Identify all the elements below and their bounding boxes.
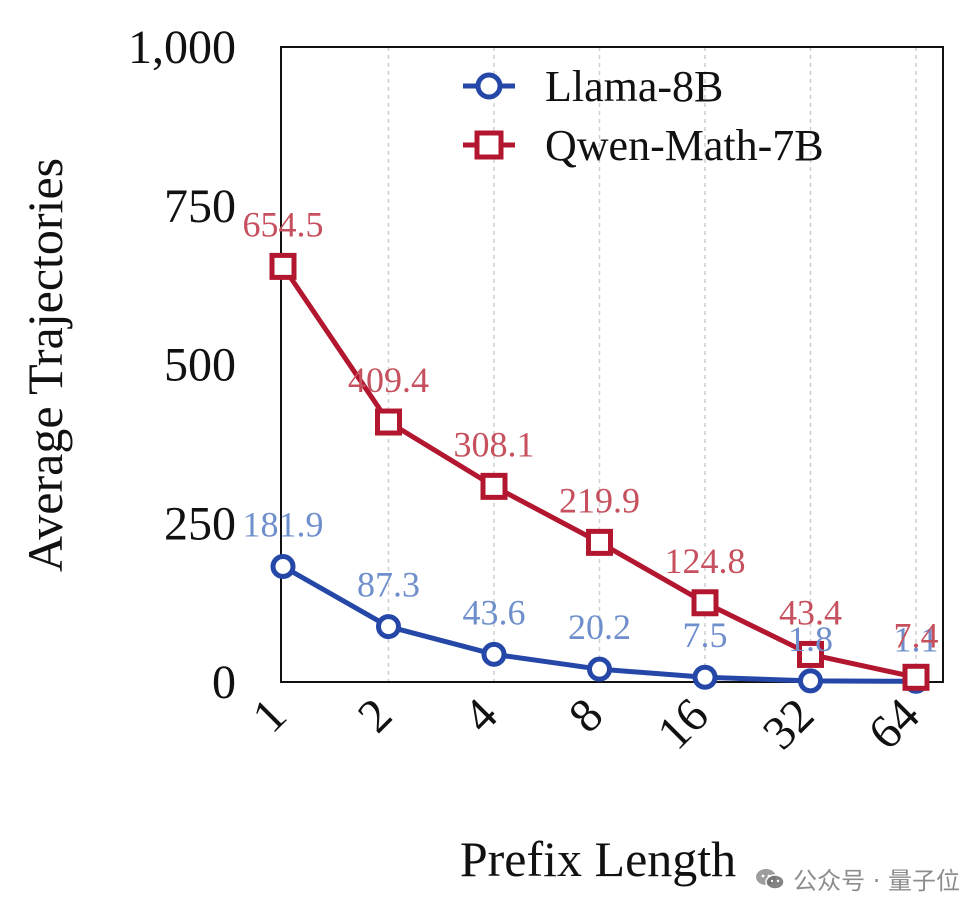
y-tick-label: 250 (164, 497, 236, 550)
data-point-qwen (902, 663, 930, 691)
x-tick-label: 8 (559, 688, 613, 742)
data-label-qwen: 409.4 (348, 360, 429, 400)
data-point-llama (587, 656, 612, 682)
data-point-llama (692, 664, 718, 690)
data-point-llama (798, 668, 823, 694)
y-axis-title: Average Trajectories (17, 158, 73, 572)
x-tick-label: 32 (753, 688, 824, 759)
x-tick-label: 2 (348, 688, 402, 742)
data-label-qwen: 43.4 (779, 592, 842, 632)
data-label-llama: 1.8 (788, 619, 833, 659)
x-axis-ticks: 1 2 4 8 16 32 64 (242, 688, 929, 759)
y-tick-label: 1,000 (128, 21, 236, 74)
series-layer (269, 252, 930, 694)
data-labels: 181.9 87.3 43.6 20.2 7.5 1.8 1.1 654.5 409.4 308.… (243, 204, 939, 659)
x-tick-label: 4 (453, 688, 507, 742)
data-label-qwen: 7.4 (894, 615, 939, 655)
data-point-qwen (797, 640, 824, 668)
data-label-llama: 7.5 (683, 615, 728, 655)
legend: Llama-8B Qwen-Math-7B (463, 62, 824, 170)
x-tick-label: 1 (242, 688, 296, 742)
data-point-qwen (269, 252, 297, 280)
wechat-icon (756, 868, 785, 890)
x-tick-label: 16 (647, 688, 718, 759)
legend-label-llama: Llama-8B (545, 62, 723, 111)
data-label-qwen: 219.9 (559, 480, 640, 520)
legend-marker-llama (475, 72, 503, 100)
data-point-llama (376, 614, 401, 640)
data-label-llama: 87.3 (357, 565, 420, 605)
data-label-llama: 181.9 (243, 504, 324, 544)
watermark-text: 公众号 · 量子位 (793, 867, 960, 895)
y-tick-label: 0 (212, 656, 236, 709)
y-tick-label: 750 (164, 180, 236, 233)
plot-frame (280, 46, 944, 683)
y-tick-label: 500 (164, 339, 236, 392)
data-point-qwen (586, 528, 613, 556)
data-label-qwen: 124.8 (665, 541, 746, 581)
data-point-llama (481, 641, 507, 667)
data-label-qwen: 654.5 (243, 204, 324, 244)
data-label-llama: 1.1 (894, 619, 939, 659)
legend-marker-qwen (474, 130, 504, 160)
data-label-llama: 20.2 (568, 607, 631, 647)
x-tick-label: 64 (858, 688, 929, 759)
data-label-llama: 43.6 (463, 592, 526, 632)
x-axis-title: Prefix Length (460, 831, 736, 887)
data-point-llama (270, 553, 296, 579)
legend-label-qwen: Qwen-Math-7B (545, 121, 824, 170)
watermark: 公众号 · 量子位 (755, 861, 960, 896)
data-point-qwen (375, 408, 402, 436)
data-point-qwen (480, 472, 508, 500)
y-axis-ticks: 0 250 500 750 1,000 (128, 21, 236, 709)
data-point-qwen (691, 589, 719, 617)
data-label-qwen: 308.1 (454, 424, 535, 464)
